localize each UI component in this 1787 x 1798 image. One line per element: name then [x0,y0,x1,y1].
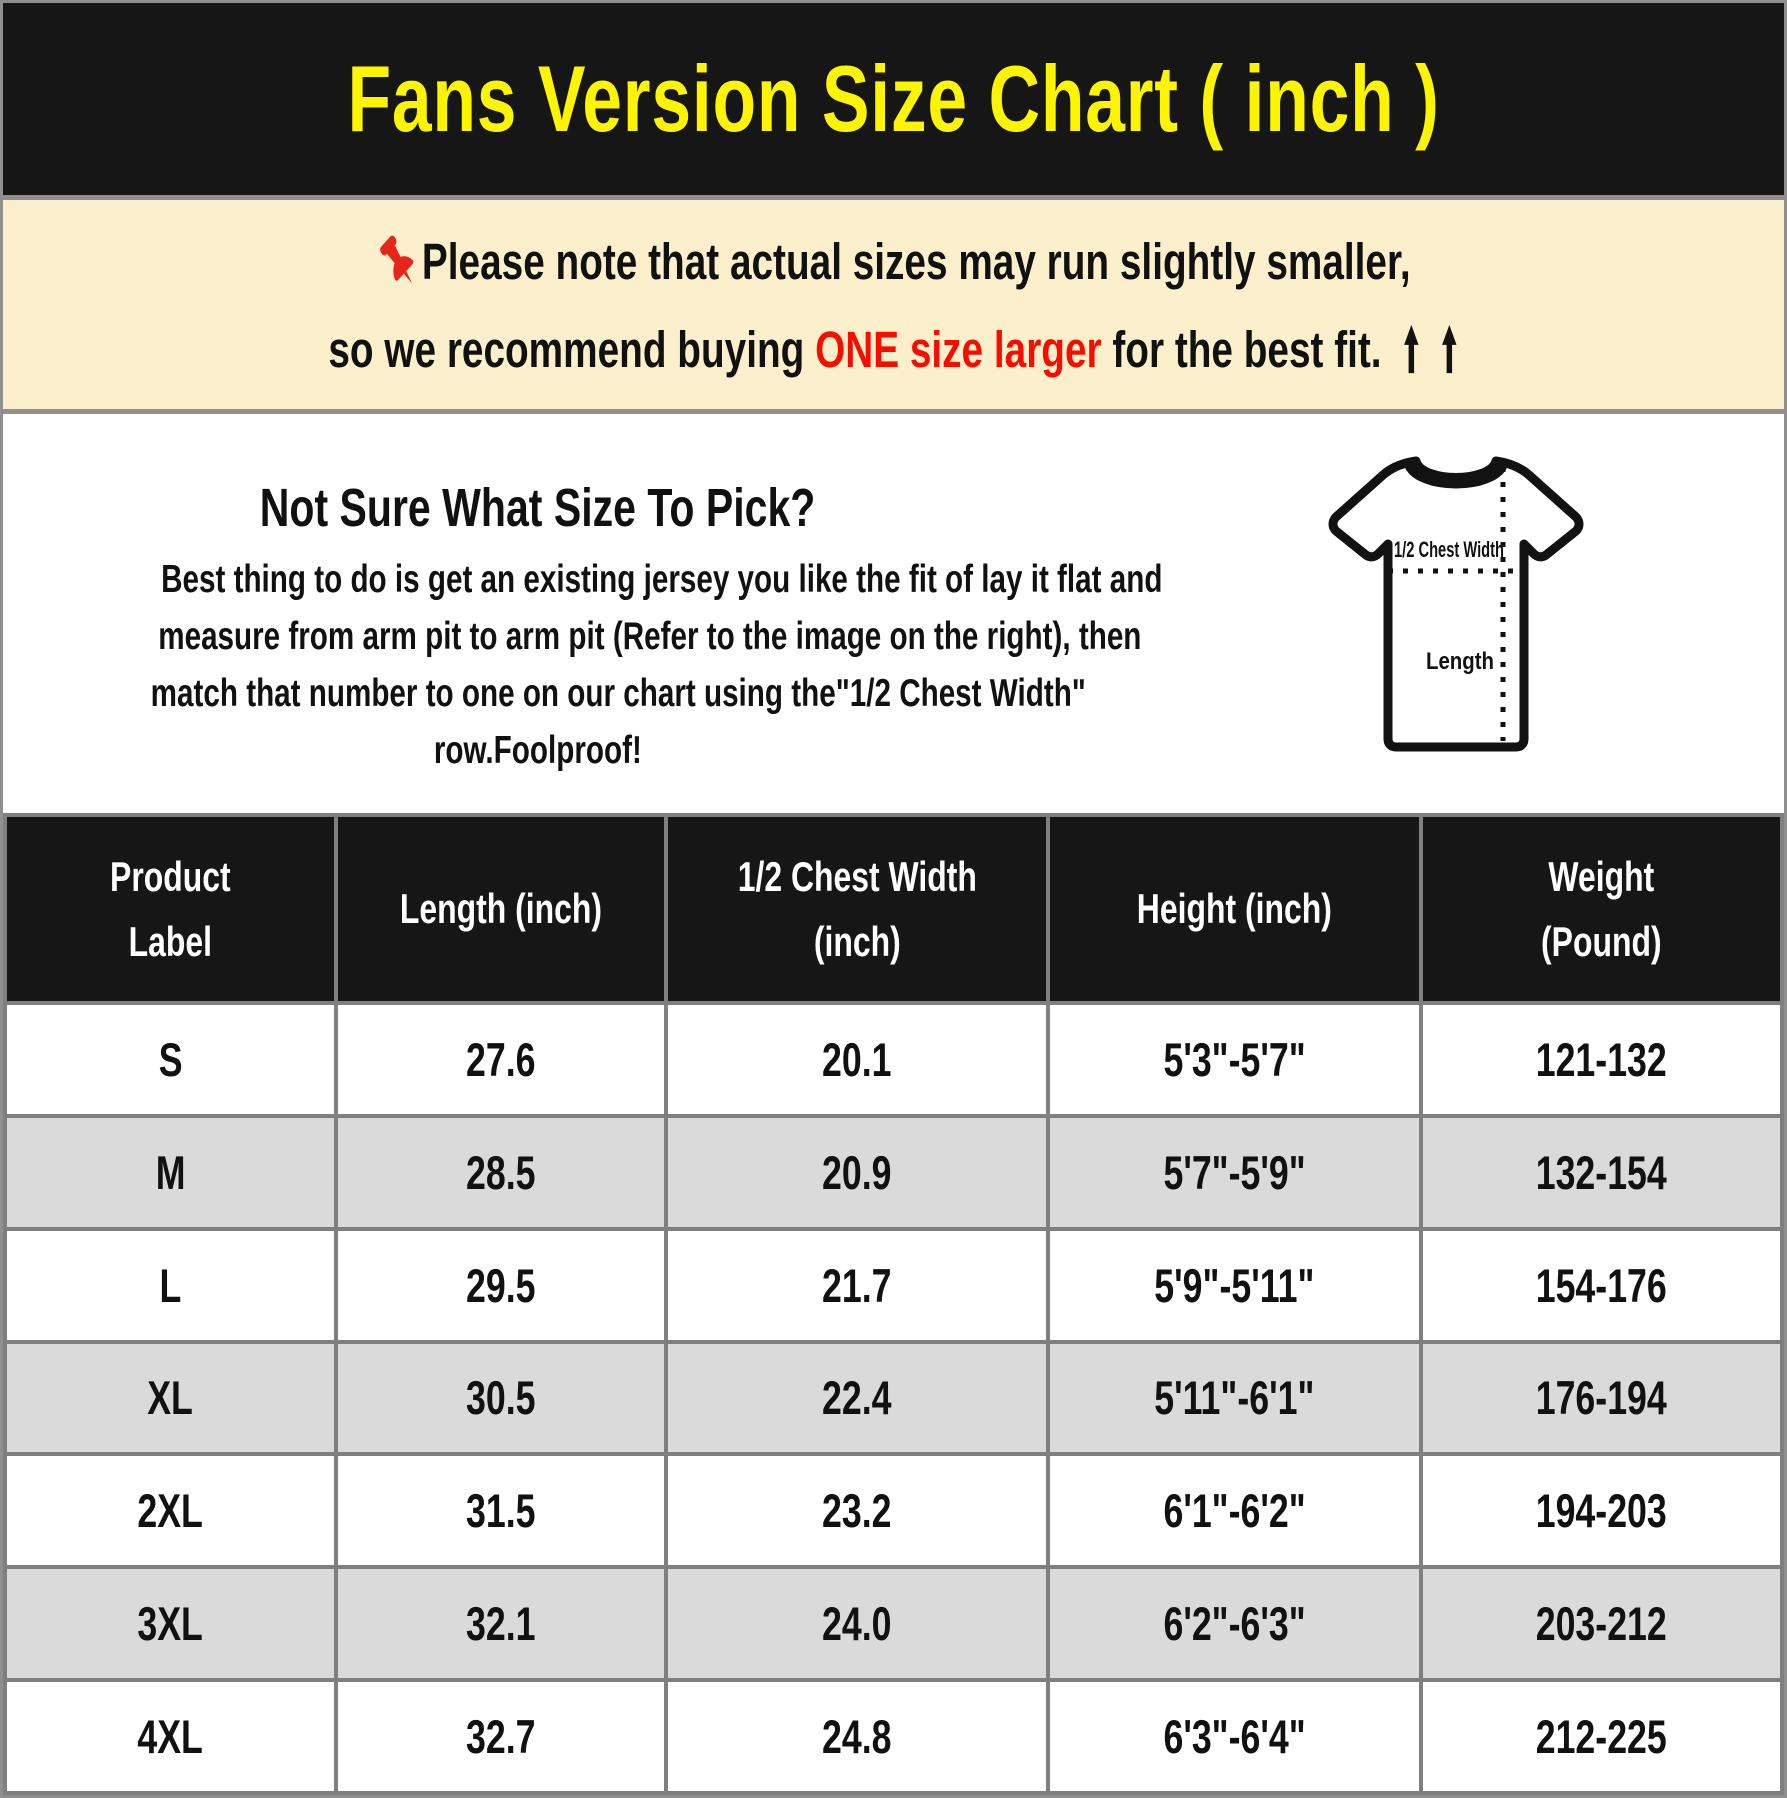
cell-weight: 176-194 [1419,1339,1784,1457]
guide-body-line: measure from arm pit to arm pit (Refer t… [158,614,1142,658]
sizing-guide-text: Not Sure What Size To Pick? Best thing t… [3,414,1163,779]
col-header-product-label: Product Label [3,813,338,1005]
cell-length: 27.6 [333,1001,669,1118]
cell-length: 32.7 [333,1678,669,1795]
page-title: Fans Version Size Chart ( inch ) [347,46,1440,151]
cell-label: M [3,1113,338,1231]
title-bar: Fans Version Size Chart ( inch ) [3,3,1784,200]
cell-length: 31.5 [333,1452,669,1570]
up-arrow-icon [1442,325,1458,374]
notice-text-1: Please note that actual sizes may run sl… [421,232,1411,290]
table-row-l: L 29.5 21.7 5'9"-5'11" 154-176 [3,1226,1784,1344]
cell-chest: 24.0 [664,1565,1051,1683]
size-table: Product Label Length (inch) 1/2 Chest Wid… [3,813,1784,1795]
cell-height: 6'2"-6'3" [1046,1565,1424,1683]
cell-height: 6'1"-6'2" [1046,1452,1424,1570]
cell-chest: 20.1 [664,1001,1051,1118]
tshirt-measure-figure: 1/2 Chest Width Length [1306,442,1606,772]
tshirt-diagram: 1/2 Chest Width Length [1328,456,1584,752]
cell-label: L [3,1226,338,1344]
guide-body-line: Best thing to do is get an existing jers… [161,557,1163,601]
guide-heading: Not Sure What Size To Pick? [260,478,816,538]
cell-chest: 20.9 [664,1113,1051,1231]
notice-text-2-suffix: for the best fit. [1102,321,1382,379]
cell-weight: 132-154 [1419,1113,1784,1231]
pushpin-icon [380,235,414,284]
table-row-3xl: 3XL 32.1 24.0 6'2"-6'3" 203-212 [3,1565,1784,1683]
cell-weight: 203-212 [1419,1565,1784,1683]
table-row-4xl: 4XL 32.7 24.8 6'3"-6'4" 212-225 [3,1678,1784,1795]
guide-body-line: match that number to one on our chart us… [150,671,1086,715]
notice-text-2-prefix: so we recommend buying [328,321,816,379]
cell-chest: 24.8 [664,1678,1051,1795]
cell-weight: 154-176 [1419,1226,1784,1344]
cell-chest: 21.7 [664,1226,1051,1344]
chest-width-label: 1/2 Chest Width [1394,537,1504,562]
guide-body-line: row.Foolproof! [434,728,642,772]
cell-length: 29.5 [333,1226,669,1344]
notice-line-1: Please note that actual sizes may run sl… [213,230,1574,291]
col-header-length: Length (inch) [333,813,669,1005]
cell-length: 32.1 [333,1565,669,1683]
notice-banner: Please note that actual sizes may run sl… [3,200,1784,414]
cell-label: 2XL [3,1452,338,1570]
cell-label: XL [3,1339,338,1457]
cell-height: 5'9"-5'11" [1046,1226,1424,1344]
table-row-m: M 28.5 20.9 5'7"-5'9" 132-154 [3,1113,1784,1231]
cell-chest: 23.2 [664,1452,1051,1570]
size-table-wrap: Product Label Length (inch) 1/2 Chest Wid… [3,813,1784,1795]
notice-highlight: ONE size larger [815,321,1103,379]
cell-length: 30.5 [333,1339,669,1457]
cell-label: 3XL [3,1565,338,1683]
table-row-s: S 27.6 20.1 5'3"-5'7" 121-132 [3,1001,1784,1118]
col-header-height: Height (inch) [1046,813,1424,1005]
col-header-weight: Weight (Pound) [1419,813,1784,1005]
cell-length: 28.5 [333,1113,669,1231]
table-header-row: Product Label Length (inch) 1/2 Chest Wid… [3,813,1784,1005]
cell-height: 6'3"-6'4" [1046,1678,1424,1795]
tshirt-collar [1403,460,1509,489]
cell-chest: 22.4 [664,1339,1051,1457]
up-arrow-icon [1404,325,1419,374]
cell-height: 5'11"-6'1" [1046,1339,1424,1457]
table-row-2xl: 2XL 31.5 23.2 6'1"-6'2" 194-203 [3,1452,1784,1570]
tshirt-outline [1328,456,1584,752]
cell-label: S [3,1001,338,1118]
cell-label: 4XL [3,1678,338,1795]
cell-height: 5'7"-5'9" [1046,1113,1424,1231]
cell-height: 5'3"-5'7" [1046,1001,1424,1118]
cell-weight: 194-203 [1419,1452,1784,1570]
table-row-xl: XL 30.5 22.4 5'11"-6'1" 176-194 [3,1339,1784,1457]
sizing-guide-section: Not Sure What Size To Pick? Best thing t… [3,414,1784,813]
notice-line-2: so we recommend buying ONE size larger f… [150,319,1636,379]
cell-weight: 212-225 [1419,1678,1784,1795]
cell-weight: 121-132 [1419,1001,1784,1118]
length-label: Length [1426,648,1494,675]
col-header-chest-width: 1/2 Chest Width (inch) [664,813,1051,1005]
guide-body: Best thing to do is get an existing jers… [3,551,1163,779]
